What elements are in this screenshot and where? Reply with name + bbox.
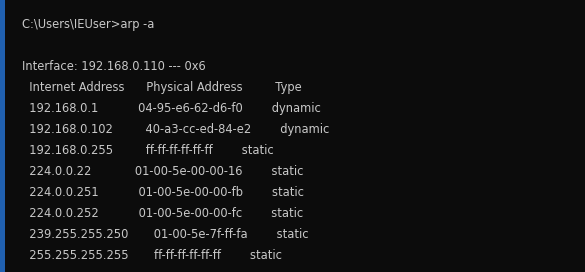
Text: Internet Address      Physical Address         Type: Internet Address Physical Address Type	[22, 81, 302, 94]
Text: Interface: 192.168.0.110 --- 0x6: Interface: 192.168.0.110 --- 0x6	[22, 60, 206, 73]
Text: 255.255.255.255       ff-ff-ff-ff-ff-ff        static: 255.255.255.255 ff-ff-ff-ff-ff-ff static	[22, 249, 282, 262]
FancyBboxPatch shape	[0, 0, 5, 272]
Text: 192.168.0.102         40-a3-cc-ed-84-e2        dynamic: 192.168.0.102 40-a3-cc-ed-84-e2 dynamic	[22, 123, 329, 136]
Text: 192.168.0.255         ff-ff-ff-ff-ff-ff        static: 192.168.0.255 ff-ff-ff-ff-ff-ff static	[22, 144, 274, 157]
Text: C:\Users\IEUser>arp -a: C:\Users\IEUser>arp -a	[22, 18, 154, 31]
Text: 224.0.0.251           01-00-5e-00-00-fb        static: 224.0.0.251 01-00-5e-00-00-fb static	[22, 186, 304, 199]
Text: 239.255.255.250       01-00-5e-7f-ff-fa        static: 239.255.255.250 01-00-5e-7f-ff-fa static	[22, 228, 309, 241]
Text: 224.0.0.22            01-00-5e-00-00-16        static: 224.0.0.22 01-00-5e-00-00-16 static	[22, 165, 304, 178]
Text: 224.0.0.252           01-00-5e-00-00-fc        static: 224.0.0.252 01-00-5e-00-00-fc static	[22, 207, 303, 220]
Text: 192.168.0.1           04-95-e6-62-d6-f0        dynamic: 192.168.0.1 04-95-e6-62-d6-f0 dynamic	[22, 102, 321, 115]
